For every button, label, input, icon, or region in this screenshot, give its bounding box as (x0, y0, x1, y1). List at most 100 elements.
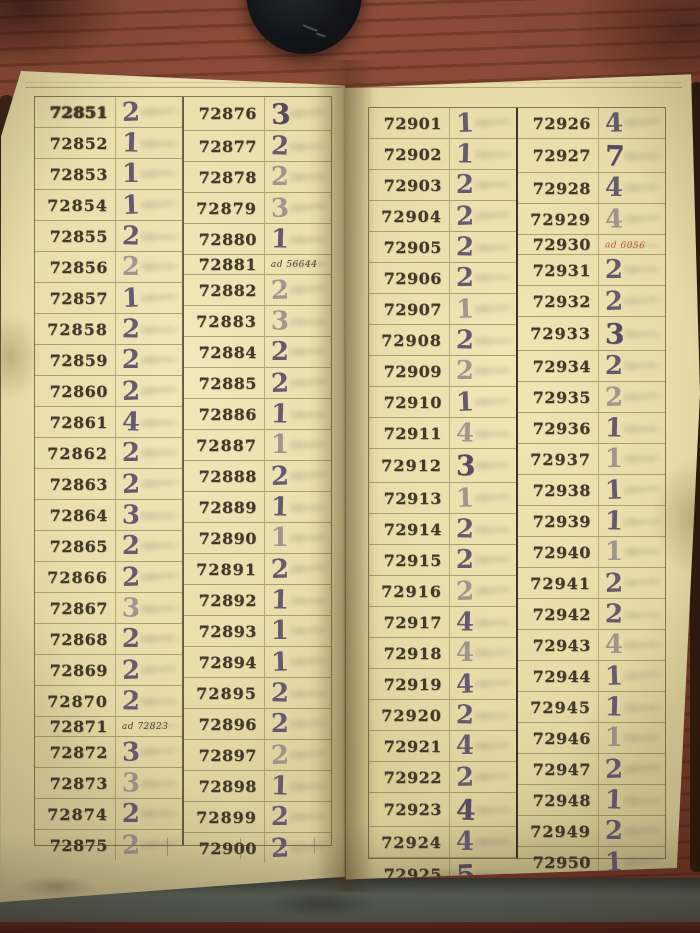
ledger-row: 72858 2 (35, 314, 182, 345)
serial-number-cell: 72924 (369, 827, 450, 857)
serial-number-cell: 72932 (518, 286, 599, 316)
serial-number-cell: 72856 (35, 252, 116, 282)
ledger-row: 72915 2 (369, 545, 516, 576)
serial-number-cell: 72916 (369, 576, 450, 606)
ledger-row: 72852 1 (35, 128, 182, 159)
ledger-row: 72861 4 (35, 407, 182, 438)
ledger-row: 72906 2 (369, 263, 516, 294)
page-top-edge-line (24, 87, 343, 88)
ledger-row: 72869 2 (35, 655, 182, 686)
serial-number-cell: 72855 (35, 221, 116, 251)
serial-number-cell: 72895 (184, 678, 265, 708)
ledger-row: 72851 2 (35, 97, 182, 128)
ledger-row: 72892 1 (184, 585, 331, 616)
serial-number-cell: 72909 (369, 356, 450, 386)
tally-value-cell: 2 (599, 816, 665, 846)
serial-number-cell: 72927 (518, 139, 599, 172)
ledger-row: 72908 2 (369, 325, 516, 356)
ledger-row: 72889 1 (184, 492, 331, 523)
serial-number-cell: 72893 (184, 616, 265, 646)
ledger-row: 72893 1 (184, 616, 331, 647)
ledger-row: 72909 2 (369, 356, 516, 387)
ledger-row: 72883 3 (184, 306, 331, 337)
serial-number-cell: 72903 (369, 170, 450, 200)
ledger-row: 72862 2 (35, 438, 182, 469)
tally-value-cell: 3 (115, 736, 182, 768)
serial-number-cell: 72933 (518, 317, 599, 350)
tally-value-cell: 2 (598, 599, 665, 631)
serial-number-cell: 72884 (184, 337, 265, 367)
ledger-row: 72887 1 (184, 430, 331, 461)
tally-value-cell: 1 (449, 386, 516, 418)
tally-value-cell: 1 (599, 537, 665, 567)
page-top-edge-line (351, 87, 683, 88)
tally-value-cell: 1 (449, 139, 516, 171)
tally-value-cell: 1 (265, 523, 331, 553)
tally-value-cell: 1 (115, 189, 182, 221)
serial-number-cell: 72892 (184, 585, 265, 615)
ledger-row: 72925 5 (369, 858, 516, 880)
tally-value-cell: 2 (264, 131, 331, 163)
ledger-row: 72874 2 (35, 799, 182, 830)
tally-value-cell: 4 (599, 173, 665, 203)
serial-number-cell: 72888 (184, 461, 265, 491)
ledger-row: 72871 ad 72823 (35, 717, 182, 737)
serial-number-cell: 72860 (35, 376, 116, 406)
ledger-row: 72868 2 (35, 624, 182, 655)
tally-value-cell: 1 (264, 399, 331, 431)
tally-value-cell: 2 (449, 232, 516, 264)
tally-value-cell: 4 (449, 793, 516, 828)
ledger-row: 72944 1 (518, 661, 665, 692)
ledger-column-72876-72900: 72876 3 72877 2 72878 2 72879 3 72880 1 … (182, 97, 331, 864)
tally-value-cell: 2 (264, 678, 331, 710)
ledger-row: 72864 3 (35, 500, 182, 531)
tally-value-cell: 2 (116, 252, 182, 282)
tally-value-cell: 1 (598, 692, 665, 724)
tally-value-cell: 2 (598, 753, 665, 785)
tally-value-cell: 3 (264, 96, 331, 131)
serial-number-cell: 72913 (369, 483, 450, 513)
ledger-row: 72938 1 (518, 475, 665, 506)
tally-value-cell: 2 (116, 345, 182, 375)
ledger-row: 72880 1 (184, 224, 331, 255)
ledger-row: 72896 2 (184, 709, 331, 740)
tally-value-cell: 1 (449, 482, 516, 514)
ledger-row: 72934 2 (518, 351, 665, 382)
tally-value-cell: ad 72823 (116, 717, 182, 736)
ledger-row: 72897 2 (184, 740, 331, 771)
serial-number-cell: 72930 (518, 235, 599, 254)
ledger-row: 72935 2 (518, 382, 665, 413)
ledger-row: 72884 2 (184, 337, 331, 368)
serial-number-cell: 72912 (369, 449, 450, 482)
serial-number-cell: 72920 (369, 700, 450, 730)
tally-value-cell: 2 (598, 285, 665, 317)
ledger-row: 72903 2 (369, 170, 516, 201)
tally-value-cell: 2 (116, 438, 182, 468)
serial-number-cell: 72929 (518, 204, 599, 234)
ledger-row: 72876 3 (184, 97, 331, 131)
ledger-row: 72930 ad 6056 (518, 235, 665, 255)
ledger-row: 72926 4 (518, 108, 665, 139)
ledger-row: 72855 2 (35, 221, 182, 252)
serial-number-cell: 72852 (35, 128, 116, 158)
ledger-row: 72929 4 (518, 204, 665, 235)
tally-value-cell: 1 (599, 723, 665, 753)
ledger-row: 72863 2 (35, 469, 182, 500)
tally-value-cell: 1 (115, 282, 182, 314)
ledger-row: 72911 4 (369, 418, 516, 449)
serial-number-cell: 72861 (35, 407, 116, 437)
serial-number-cell: 72947 (518, 754, 599, 784)
ledger-row: 72856 2 (35, 252, 182, 283)
ledger-row: 72923 4 (369, 793, 516, 827)
ledger-row: 72917 4 (369, 607, 516, 638)
ledger-row: 72939 1 (518, 506, 665, 537)
tally-value-cell: 2 (449, 325, 516, 357)
tally-value-cell: 4 (598, 203, 665, 235)
ledger-row: 72867 3 (35, 593, 182, 624)
tally-value-cell: 1 (598, 660, 665, 692)
tally-value-cell: 1 (598, 785, 665, 817)
serial-number-cell: 72898 (184, 771, 265, 801)
ledger-row: 72895 2 (184, 678, 331, 709)
serial-number-cell: 72854 (35, 190, 116, 220)
tally-value-cell: 3 (115, 593, 182, 625)
